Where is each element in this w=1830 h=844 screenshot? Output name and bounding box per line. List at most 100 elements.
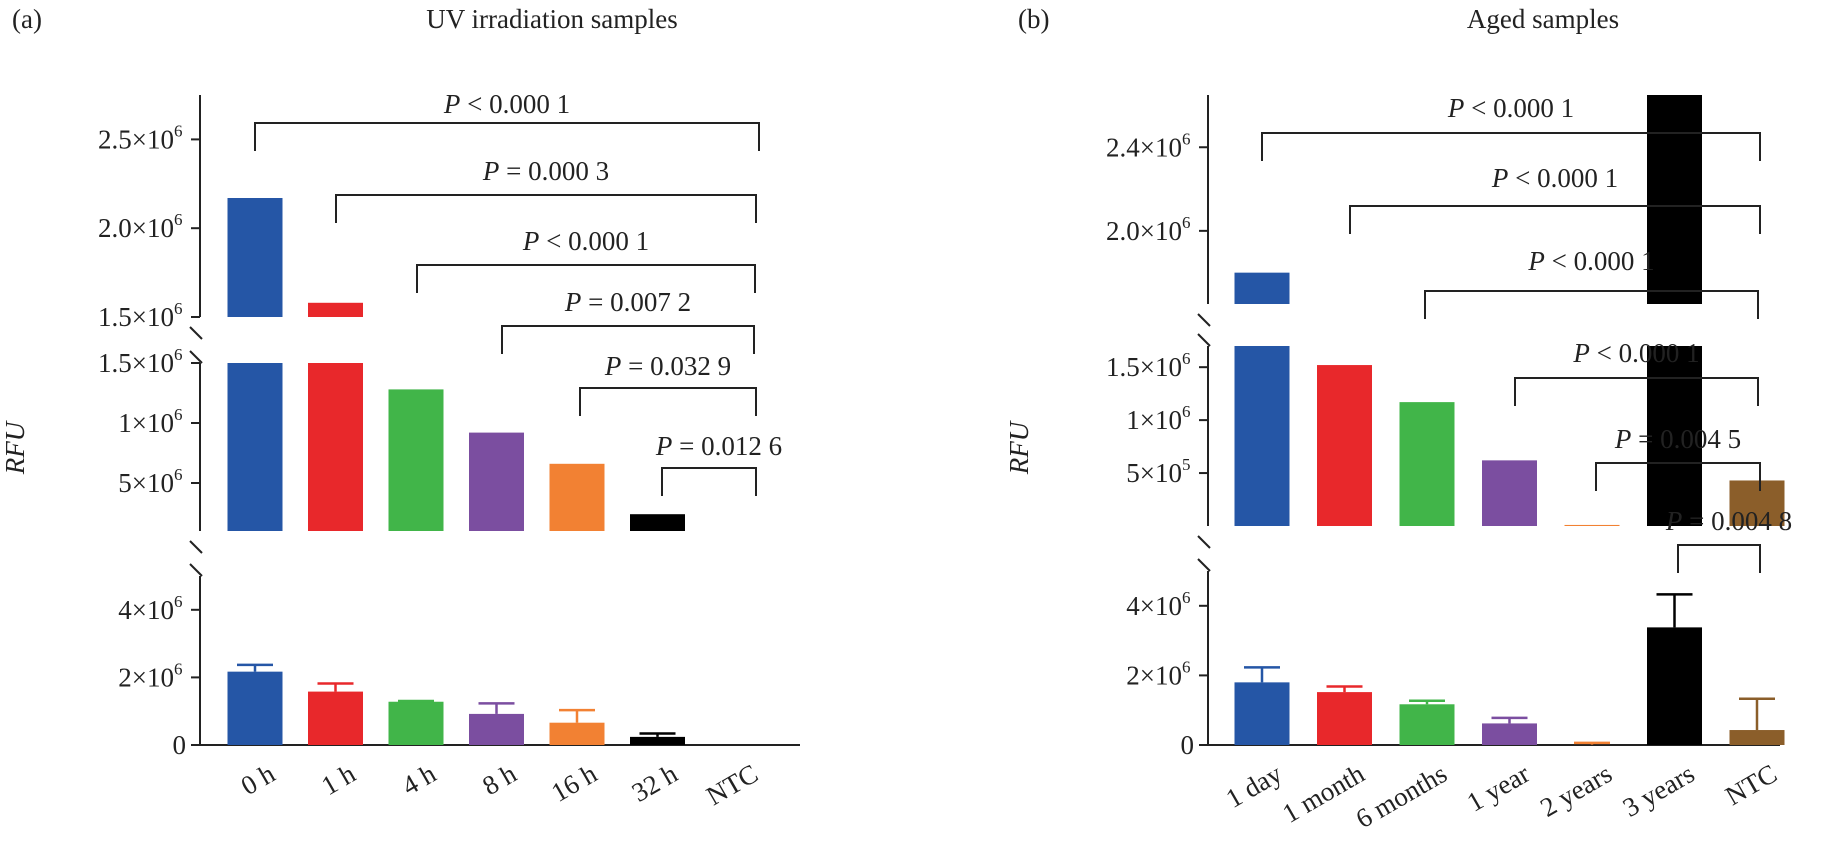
panel-a-bar (308, 302, 363, 317)
panel-b-y-tick-label: 1.5×10 (1106, 352, 1182, 382)
panel-b-y-tick-label: 4×10 (1126, 591, 1182, 621)
panel-a-x-tick-label: NTC (701, 758, 763, 811)
panel-a-bar (388, 389, 444, 531)
panel-b-significance-bracket (1514, 377, 1759, 406)
panel-a-bar (308, 363, 363, 531)
panel-b-p-value-label: P < 0.000 1 (1572, 338, 1699, 368)
panel-b-p-value-label: P < 0.000 1 (1447, 93, 1574, 123)
panel-b-significance-bracket (1595, 462, 1761, 491)
panel-a-y-tick-label: 4×10 (118, 595, 174, 625)
panel-b-y-tick-exponent: 6 (1182, 349, 1191, 368)
panel-a-p-value-label: P < 0.000 1 (522, 226, 649, 256)
panel-a-axis-break (189, 350, 203, 364)
panel-b-p-value-label: P = 0.004 8 (1665, 506, 1792, 536)
panel-b-bar (1317, 692, 1372, 745)
panel-b-ylabel: RFU (1004, 420, 1034, 475)
panel-a-significance-bracket (661, 467, 757, 496)
panel-a-ylabel: RFU (0, 420, 30, 475)
panel-a-x-tick-label: 4 h (397, 758, 442, 801)
panel-b-axis-break (1197, 333, 1211, 347)
panel-a-y-tick-label: 2×10 (118, 662, 174, 692)
panel-b-x-tick-label: 6 months (1351, 758, 1452, 834)
panel-a-bar (469, 713, 524, 745)
panel-a-bar (227, 198, 283, 317)
panel-b-label: (b) (1018, 4, 1049, 34)
panel-a-axis-break (189, 540, 203, 554)
panel-b-bar (1482, 460, 1537, 526)
panel-b-x-tick-label: 2 years (1535, 758, 1617, 823)
panel-a-y-tick-label: 0 (173, 730, 187, 760)
panel-b-x-tick-label: 1 year (1462, 758, 1535, 817)
panel-a-p-value-label: P = 0.000 3 (482, 156, 609, 186)
panel-a-bar (227, 363, 283, 531)
panel-b-significance-bracket (1349, 205, 1761, 234)
panel-b-y-tick-exponent: 6 (1182, 402, 1191, 421)
panel-a-significance-bracket (501, 325, 755, 354)
panel-b-p-value-label: P = 0.004 5 (1614, 424, 1741, 454)
panel-a-significance-bracket (335, 194, 757, 223)
panel-a-bar (388, 701, 444, 745)
panel-a-y-tick-exponent: 6 (174, 345, 183, 364)
panel-b-y-tick-label: 2.4×10 (1106, 132, 1182, 162)
panel-a-y-tick-label: 1.5×10 (98, 348, 174, 378)
panel-b-axis-break (1197, 313, 1211, 327)
panel-a-bar (549, 722, 605, 745)
panel-b-bar (1317, 365, 1372, 526)
panel-a-plot: 02×10 64×10 65×10 61×10 61.5×10 61.5×10 62.0×1… (98, 89, 800, 811)
panel-a-x-tick-label: 8 h (477, 758, 522, 801)
panel-a-significance-bracket (416, 264, 756, 293)
panel-b-p-value-label: P < 0.000 1 (1491, 163, 1618, 193)
panel-a-bar (630, 514, 685, 531)
panel-a-x-tick-label: 0 h (236, 758, 281, 801)
panel-b-y-tick-exponent: 6 (1182, 657, 1191, 676)
panel-a-x-tick-label: 16 h (546, 758, 602, 808)
panel-a-title: UV irradiation samples (426, 4, 677, 34)
panel-b-x-tick-label: NTC (1720, 758, 1782, 811)
panel-a-significance-bracket (254, 122, 760, 151)
panel-a-y-tick-exponent: 6 (174, 465, 183, 484)
panel-a-p-value-label: P < 0.000 1 (443, 89, 570, 119)
panel-a-p-value-label: P = 0.012 6 (655, 431, 782, 461)
panel-b-bar (1647, 346, 1702, 526)
panel-b-bar (1399, 704, 1455, 745)
panel-a-bar (227, 671, 283, 745)
panel-b-p-value-label: P < 0.000 1 (1527, 246, 1654, 276)
panel-b-title: Aged samples (1467, 4, 1619, 34)
panel-a-bar (469, 432, 524, 531)
panel-a-y-tick-exponent: 6 (174, 592, 183, 611)
panel-a-axis-break (189, 326, 203, 340)
panel-a-x-tick-label: 1 h (316, 758, 361, 801)
panel-b-y-tick-exponent: 6 (1182, 129, 1191, 148)
panel-b-significance-bracket (1424, 290, 1759, 319)
panel-b-bar (1729, 730, 1785, 745)
panel-b-bar (1729, 480, 1785, 526)
panel-a-axis-break (189, 563, 203, 577)
panel-b-y-tick-exponent: 6 (1182, 213, 1191, 232)
panel-a-y-tick-label: 2.5×10 (98, 124, 174, 154)
panel-b-axis-break (1197, 535, 1211, 549)
panel-a-y-tick-label: 5×10 (118, 468, 174, 498)
panel-b-bar (1234, 682, 1290, 745)
panel-b-bar (1234, 272, 1290, 304)
panel-a-p-value-label: P = 0.032 9 (604, 351, 731, 381)
panel-b-y-tick-label: 1×10 (1126, 405, 1182, 435)
panel-a-p-value-label: P = 0.007 2 (564, 287, 691, 317)
panel-b-y-tick-label: 2×10 (1126, 660, 1182, 690)
panel-a-y-tick-exponent: 6 (174, 405, 183, 424)
panel-b-bar (1234, 346, 1290, 526)
panel-b-y-tick-exponent: 5 (1182, 455, 1191, 474)
panel-a-label: (a) (12, 4, 42, 34)
panel-b-bar (1564, 524, 1620, 526)
panel-a-bar (549, 463, 605, 531)
panel-a-bar (308, 691, 363, 745)
panel-a-y-tick-exponent: 6 (174, 210, 183, 229)
panel-b-bar (1399, 402, 1455, 526)
panel-b-bar (1482, 723, 1537, 745)
panel-a-x-tick-label: 32 h (627, 758, 683, 808)
panel-b-significance-bracket (1261, 132, 1761, 161)
panel-b-x-tick-label: 1 day (1221, 758, 1288, 814)
panel-b-bar (1647, 627, 1702, 745)
panel-a-y-tick-label: 1×10 (118, 408, 174, 438)
panel-b-y-tick-label: 5×10 (1126, 458, 1182, 488)
panel-a-y-tick-exponent: 6 (174, 121, 183, 140)
